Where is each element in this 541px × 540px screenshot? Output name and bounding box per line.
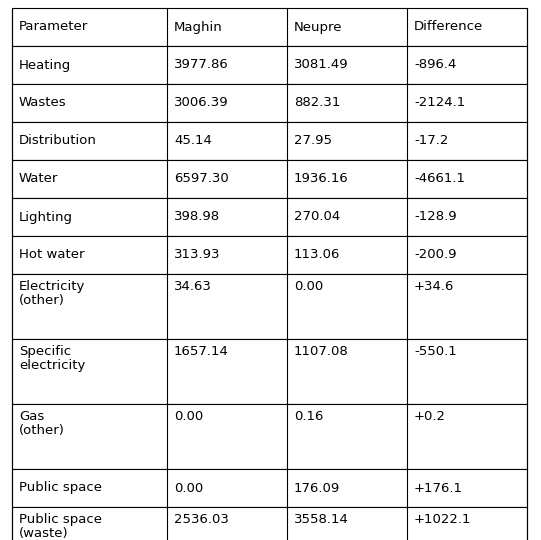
Text: Distribution: Distribution [19,134,97,147]
Bar [12,507,527,540]
Text: +34.6: +34.6 [414,280,454,293]
Text: Hot water: Hot water [19,248,84,261]
Text: 313.93: 313.93 [174,248,221,261]
Text: (waste): (waste) [19,527,69,540]
Text: 3006.39: 3006.39 [174,97,229,110]
Text: 1107.08: 1107.08 [294,345,349,358]
Text: Wastes: Wastes [19,97,67,110]
Text: Public space: Public space [19,482,102,495]
Text: +0.2: +0.2 [414,410,446,423]
Text: (other): (other) [19,294,65,307]
Text: Heating: Heating [19,58,71,71]
Bar [12,8,527,46]
Text: 3081.49: 3081.49 [294,58,348,71]
Text: 0.00: 0.00 [174,482,203,495]
Bar [12,274,527,339]
Text: 176.09: 176.09 [294,482,340,495]
Text: 6597.30: 6597.30 [174,172,229,186]
Text: Electricity: Electricity [19,280,85,293]
Text: 2536.03: 2536.03 [174,513,229,526]
Text: 398.98: 398.98 [174,211,220,224]
Text: 882.31: 882.31 [294,97,340,110]
Bar [12,236,527,274]
Text: (other): (other) [19,424,65,437]
Bar [12,339,527,404]
Text: -550.1: -550.1 [414,345,457,358]
Text: Journal Pre-proof: Journal Pre-proof [123,202,331,359]
Text: Difference: Difference [414,21,483,33]
Bar [12,404,527,469]
Text: 0.16: 0.16 [294,410,324,423]
Text: +176.1: +176.1 [414,482,463,495]
Bar [12,198,527,236]
Text: Public space: Public space [19,513,102,526]
Text: 27.95: 27.95 [294,134,332,147]
Text: 0.00: 0.00 [174,410,203,423]
Text: Water: Water [19,172,58,186]
Text: 3558.14: 3558.14 [294,513,349,526]
Bar [12,160,527,198]
Text: 1657.14: 1657.14 [174,345,229,358]
Text: 270.04: 270.04 [294,211,340,224]
Bar [12,84,527,122]
Text: electricity: electricity [19,359,85,372]
Bar [12,46,527,84]
Text: +1022.1: +1022.1 [414,513,472,526]
Text: Neupre: Neupre [294,21,342,33]
Text: -17.2: -17.2 [414,134,448,147]
Text: -200.9: -200.9 [414,248,457,261]
Text: -128.9: -128.9 [414,211,457,224]
Text: 113.06: 113.06 [294,248,340,261]
Text: Specific: Specific [19,345,71,358]
Text: -4661.1: -4661.1 [414,172,465,186]
Text: Lighting: Lighting [19,211,73,224]
Text: Maghin: Maghin [174,21,223,33]
Text: Gas: Gas [19,410,44,423]
Text: Parameter: Parameter [19,21,88,33]
Text: 0.00: 0.00 [294,280,324,293]
Text: 1936.16: 1936.16 [294,172,349,186]
Text: 3977.86: 3977.86 [174,58,229,71]
Text: -2124.1: -2124.1 [414,97,465,110]
Text: 34.63: 34.63 [174,280,212,293]
Text: -896.4: -896.4 [414,58,457,71]
Text: 45.14: 45.14 [174,134,212,147]
Bar [12,122,527,160]
Bar [12,469,527,507]
